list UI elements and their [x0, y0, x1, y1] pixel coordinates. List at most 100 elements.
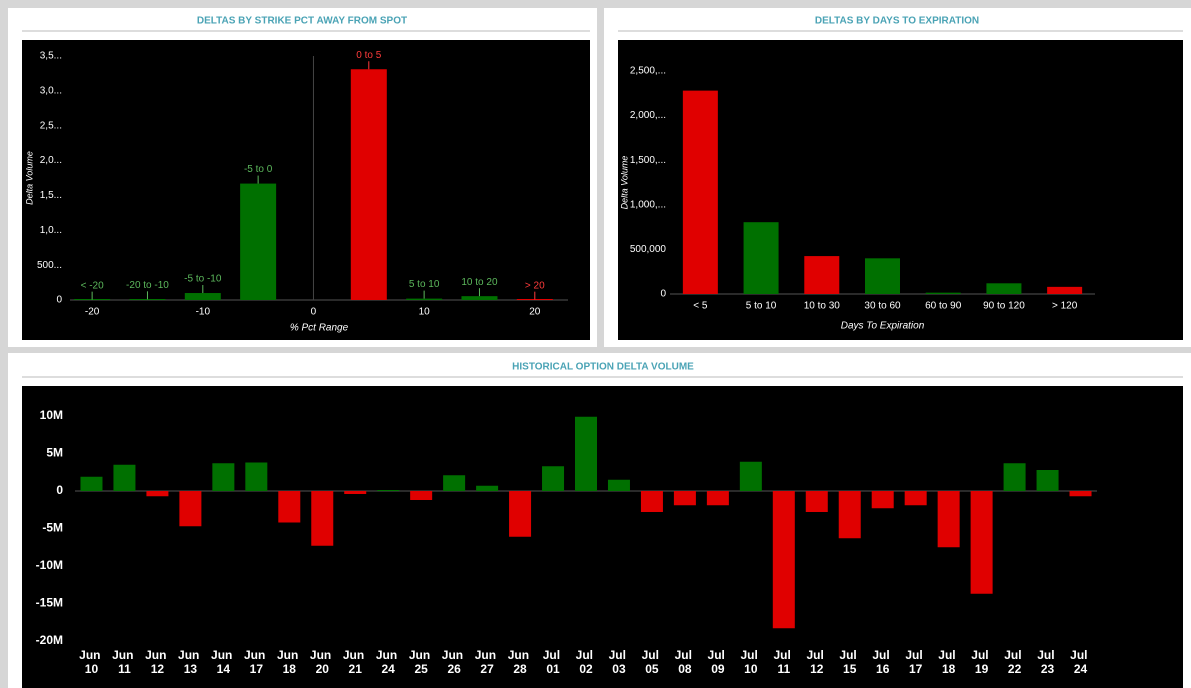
bar — [443, 475, 466, 491]
x-tick-label: Jul 15 — [839, 648, 860, 676]
y-tick-label: 2,5... — [40, 120, 62, 131]
x-tick-label: Jun 13 — [178, 648, 203, 676]
bar — [805, 491, 828, 512]
bar — [1069, 491, 1092, 497]
x-tick-label: Jun 11 — [112, 648, 137, 676]
bar — [739, 461, 762, 491]
x-tick-label: Jun 18 — [277, 648, 302, 676]
bar — [970, 491, 993, 594]
x-tick-label: Jul 02 — [576, 648, 597, 676]
x-tick-label: 5 to 10 — [746, 301, 777, 312]
y-tick-label: -20M — [36, 633, 63, 647]
y-tick-label: 2,0... — [40, 155, 62, 166]
y-tick-label: 10M — [40, 408, 63, 422]
y-tick-label: 1,0... — [40, 225, 62, 236]
x-tick-label: -10 — [196, 307, 211, 318]
plot-area — [22, 386, 1183, 688]
x-tick-label: Jun 17 — [244, 648, 269, 676]
x-tick-label: 0 — [311, 307, 317, 318]
bar — [476, 485, 499, 491]
bar — [937, 491, 960, 548]
x-tick-label: Jul 11 — [773, 648, 794, 676]
bar — [925, 292, 961, 294]
bar — [350, 69, 387, 300]
x-tick-label: Jun 26 — [442, 648, 467, 676]
x-tick-label: Jul 16 — [872, 648, 893, 676]
y-tick-label: 3,0... — [40, 85, 62, 96]
bar — [461, 296, 498, 300]
bar — [838, 491, 861, 539]
x-tick-label: Jun 20 — [310, 648, 335, 676]
bar — [278, 491, 301, 523]
x-tick-label: Jun 12 — [145, 648, 170, 676]
y-tick-label: 3,5... — [40, 51, 62, 62]
y-tick-label: -15M — [36, 596, 63, 610]
x-tick-label: Jul 19 — [971, 648, 992, 676]
bar — [904, 491, 927, 506]
plot-area — [22, 40, 590, 340]
chart-title: DELTAS BY STRIKE PCT AWAY FROM SPOT — [197, 16, 407, 27]
x-tick-label: Jul 03 — [609, 648, 630, 676]
y-tick-label: -5M — [42, 521, 63, 535]
bar — [865, 258, 900, 294]
y-tick-label: 500,000 — [630, 244, 667, 255]
bar — [1003, 463, 1026, 491]
bar — [871, 491, 894, 509]
x-tick-label: Jun 14 — [211, 648, 236, 676]
y-tick-label: 2,000,... — [630, 110, 666, 121]
bar — [80, 476, 103, 491]
y-tick-label: -10M — [36, 558, 63, 572]
bar — [743, 222, 779, 294]
x-tick-label: 60 to 90 — [925, 301, 962, 312]
y-axis-title: Delta Volume — [619, 156, 629, 210]
y-tick-label: 1,000,... — [630, 199, 666, 210]
x-tick-label: Jul 10 — [741, 648, 762, 676]
bar — [311, 491, 334, 546]
y-tick-label: 0 — [56, 483, 63, 497]
bar — [406, 298, 443, 300]
x-tick-label: 90 to 120 — [983, 301, 1025, 312]
bar — [542, 466, 565, 491]
bar — [240, 183, 277, 300]
x-tick-label: Jul 08 — [675, 648, 696, 676]
x-tick-label: Jun 28 — [508, 648, 533, 676]
data-label: -5 to -10 — [184, 274, 222, 285]
bar — [673, 491, 696, 506]
bar — [129, 299, 166, 300]
x-tick-label: Jul 09 — [708, 648, 729, 676]
data-label: 0 to 5 — [356, 50, 381, 61]
data-label: -20 to -10 — [126, 280, 169, 291]
x-tick-label: Jul 17 — [905, 648, 926, 676]
bar — [607, 479, 630, 491]
bar — [706, 491, 729, 506]
bar — [344, 491, 367, 494]
bar — [245, 462, 268, 491]
y-tick-label: 5M — [46, 446, 63, 460]
y-axis-title: Delta Volume — [24, 151, 34, 205]
x-tick-label: < 5 — [693, 301, 708, 312]
x-tick-label: Jul 22 — [1004, 648, 1025, 676]
x-tick-label: Jul 18 — [938, 648, 959, 676]
x-tick-label: > 120 — [1052, 301, 1078, 312]
x-tick-label: 30 to 60 — [864, 301, 901, 312]
bar — [410, 491, 433, 500]
bar — [575, 416, 597, 491]
bar — [772, 491, 795, 629]
bar — [804, 256, 840, 294]
data-label: 5 to 10 — [409, 279, 440, 290]
x-tick-label: Jul 12 — [806, 648, 827, 676]
x-tick-label: Jun 10 — [79, 648, 104, 676]
data-label: 10 to 20 — [461, 277, 498, 288]
x-tick-label: 20 — [529, 307, 541, 318]
x-tick-label: 10 — [419, 307, 431, 318]
bar — [509, 491, 532, 537]
x-tick-label: Jul 01 — [543, 648, 564, 676]
x-axis-title: % Pct Range — [290, 323, 349, 334]
x-tick-label: 10 to 30 — [804, 301, 841, 312]
x-tick-label: Jun 27 — [475, 648, 500, 676]
bar — [179, 491, 202, 527]
x-tick-label: -20 — [85, 307, 100, 318]
chart-title: HISTORICAL OPTION DELTA VOLUME — [512, 362, 694, 373]
bar — [1047, 286, 1083, 294]
x-tick-label: Jul 23 — [1037, 648, 1058, 676]
